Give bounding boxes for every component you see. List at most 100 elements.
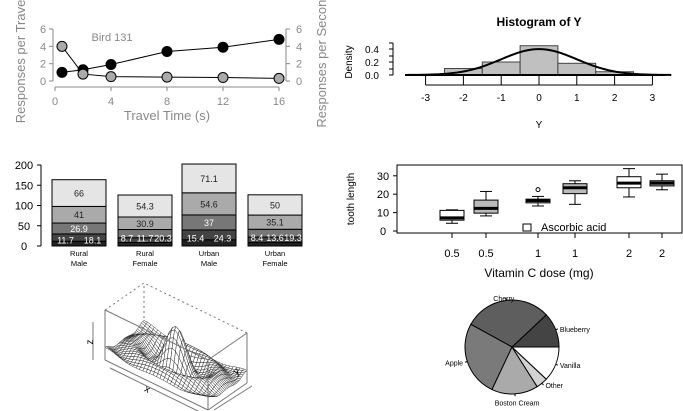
data-point <box>161 71 173 83</box>
y-tick-label-left: 2 <box>40 59 46 71</box>
x-tick-label: 0 <box>536 93 542 104</box>
x-tick-label: -2 <box>459 93 468 104</box>
category-label: Female <box>262 259 287 268</box>
y-tick-label-right: 2 <box>296 59 302 71</box>
box-edge <box>207 382 248 411</box>
box-edge <box>104 359 209 411</box>
y-tick-label: 30 <box>377 171 389 183</box>
x-tick-label: 2 <box>612 93 618 104</box>
bar-value-label: 35.1 <box>266 218 284 228</box>
bar-value-label: 37 <box>204 218 214 228</box>
category-label: Male <box>71 259 87 268</box>
y-tick-label-right: 4 <box>296 41 302 53</box>
y-tick-label: 10 <box>377 208 389 220</box>
x-axis-label: Vitamin C dose (mg) <box>484 266 593 280</box>
bar-value-label: 24.3 <box>214 233 232 243</box>
pie-slice <box>464 323 513 391</box>
bar-value-label: 54.3 <box>136 202 154 212</box>
bar-value-label: 50 <box>270 200 280 210</box>
y-tick-label: 200 <box>15 160 33 172</box>
box-edge-back <box>143 282 248 334</box>
bar-value-label: 66 <box>74 189 84 199</box>
box-edge-back <box>104 282 145 311</box>
pie-label-tick <box>555 363 559 366</box>
chart-title: Histogram of Y <box>496 15 581 29</box>
pie-slice-label: Other <box>545 383 563 390</box>
y-tick-label: 0.4 <box>365 45 379 56</box>
data-point <box>105 59 117 71</box>
pie-slice <box>470 299 547 348</box>
y-tick-label-left: 0 <box>40 76 46 88</box>
category-label: Male <box>201 259 217 268</box>
data-point <box>273 33 285 45</box>
category-label: Rural <box>136 249 154 258</box>
y-tick-label: 20 <box>377 189 389 201</box>
y-axis-label: y <box>231 366 241 378</box>
bar-segment <box>247 194 303 216</box>
bar-segment <box>117 194 173 218</box>
bar-value-label: 30.9 <box>136 219 154 229</box>
pie-slice-label: Cherry <box>493 296 515 303</box>
bar-value-label: 54.6 <box>200 199 218 209</box>
y-tick-label-left: 6 <box>40 24 46 36</box>
x-tick-label: 8 <box>164 96 170 108</box>
y-tick-label-right: 6 <box>296 24 302 36</box>
bar-value-label: 71.1 <box>200 174 218 184</box>
pie-label-tick <box>541 382 544 386</box>
legend-label: Ascorbic acid <box>541 222 606 234</box>
bar-value-label: 15.4 <box>187 233 205 243</box>
x-axis-label: x <box>142 384 151 396</box>
y-axis-label-left: Responses per Travel <box>13 0 28 123</box>
y-axis-label: Density <box>344 45 355 78</box>
box <box>473 199 499 214</box>
data-point <box>217 72 229 84</box>
data-point <box>217 41 229 53</box>
x-tick-label: 0 <box>52 96 58 108</box>
x-tick-label: 3 <box>650 93 656 104</box>
series-line <box>61 38 280 73</box>
bar-value-label: 11.7 <box>137 233 154 243</box>
pie-label-tick <box>555 328 559 331</box>
data-point <box>161 46 173 58</box>
x-tick-label: 16 <box>273 96 285 108</box>
pie-label-tick <box>464 361 468 363</box>
bar-value-label: 18.1 <box>84 235 102 245</box>
y-tick-label: 0.0 <box>365 71 379 82</box>
box-edge <box>207 332 248 361</box>
y-tick-label: 150 <box>15 180 33 192</box>
pie-slice-label: Apple <box>445 360 463 367</box>
x-tick-label: -3 <box>421 93 430 104</box>
y-tick-label: 0 <box>21 241 27 253</box>
y-axis-arrow <box>213 385 253 411</box>
legend-swatch <box>522 223 532 232</box>
box-edge <box>104 309 209 361</box>
bar-value-label: 41 <box>74 210 84 220</box>
density-curve <box>406 48 672 76</box>
y-tick-label-right: 0 <box>296 76 302 88</box>
x-tick-label: 2 <box>659 248 665 260</box>
bar-value-label: 11.7 <box>57 235 74 245</box>
pie-slice-label: Boston Cream <box>495 400 540 407</box>
series-line <box>61 46 280 79</box>
x-tick-label: 2 <box>626 248 632 260</box>
y-tick-label: 0 <box>380 226 386 238</box>
bar-value-label: 26.9 <box>70 224 88 234</box>
x-tick-label: 1 <box>572 248 578 260</box>
y-axis-label: tooth length <box>346 173 357 225</box>
pie-slice-label: Vanilla <box>560 363 581 370</box>
z-axis-label: z <box>85 340 96 345</box>
category-label: Rural <box>70 249 88 258</box>
x-tick-label: 1 <box>574 93 580 104</box>
x-axis-label: Y <box>536 120 543 131</box>
bar-segment <box>51 179 107 207</box>
category-label: Urban <box>265 249 285 258</box>
data-point <box>273 72 285 84</box>
box <box>439 209 465 221</box>
y-tick-label: 50 <box>18 221 30 233</box>
y-tick-label: 100 <box>15 201 33 213</box>
x-tick-label: 0.5 <box>478 248 493 260</box>
bar-value-label: 8.7 <box>121 233 134 243</box>
category-label: Female <box>132 259 157 268</box>
